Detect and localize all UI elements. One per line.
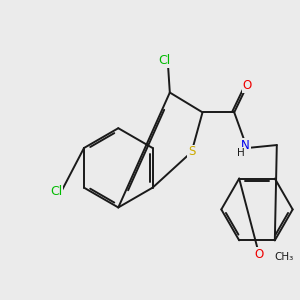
Text: O: O [242, 79, 252, 92]
Text: H: H [237, 148, 244, 158]
Text: Cl: Cl [159, 54, 171, 67]
Text: O: O [254, 248, 264, 260]
Text: N: N [241, 139, 250, 152]
Text: S: S [188, 146, 195, 158]
Text: CH₃: CH₃ [274, 252, 294, 262]
Text: Cl: Cl [50, 185, 62, 198]
